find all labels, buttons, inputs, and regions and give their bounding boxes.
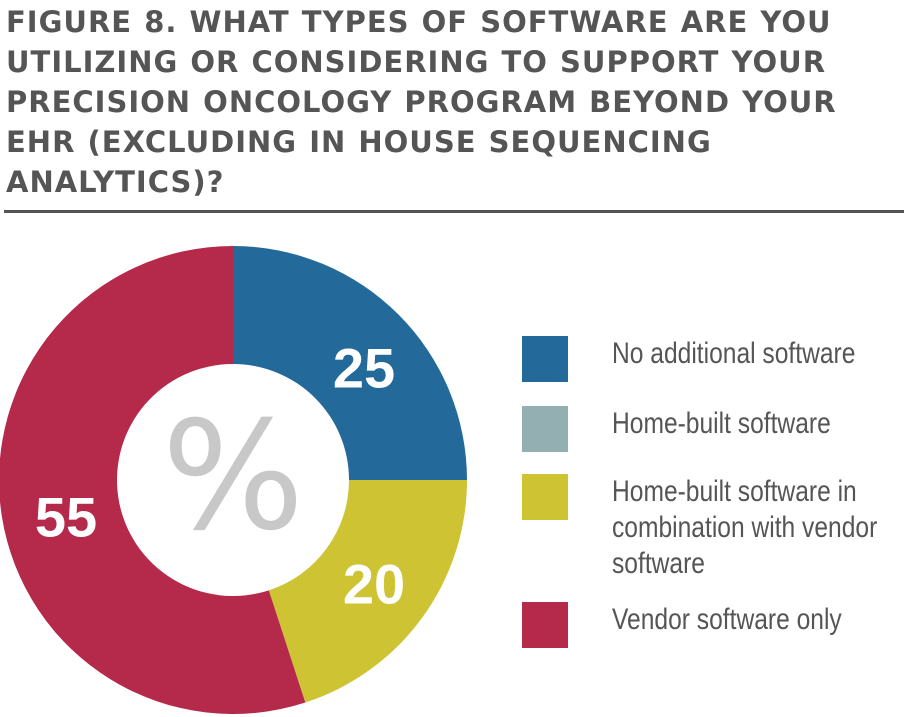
slice-home-built-with-vendor bbox=[268, 480, 467, 703]
data-label-home-built-with-vendor: 20 bbox=[343, 553, 405, 616]
legend-item-home-built-software: Home-built software bbox=[522, 406, 916, 452]
legend-item-home-built-with-vendor: Home-built software in combination with … bbox=[522, 474, 916, 582]
donut-slices bbox=[0, 246, 467, 714]
legend-swatch bbox=[522, 406, 568, 452]
legend-item-no-additional-software: No additional software bbox=[522, 336, 916, 382]
legend-label: No additional software bbox=[612, 337, 856, 370]
legend-label: Home-built software bbox=[612, 407, 831, 440]
legend-item-vendor-software-only: Vendor software only bbox=[522, 602, 916, 648]
data-label-no-additional-software: 25 bbox=[333, 337, 395, 400]
slice-labels: 25 20 55 bbox=[35, 337, 405, 616]
legend-swatch bbox=[522, 474, 568, 520]
chart-title: FIGURE 8. WHAT TYPES OF SOFTWARE ARE YOU… bbox=[6, 5, 837, 199]
slice-vendor-software-only bbox=[0, 246, 306, 714]
legend-swatch bbox=[522, 602, 568, 648]
slice-no-additional-software bbox=[233, 246, 467, 480]
donut-chart: 25 20 55 % bbox=[0, 246, 467, 714]
legend-label: Home-built software in combination with … bbox=[612, 475, 878, 580]
title-divider bbox=[4, 210, 904, 213]
legend-label: Vendor software only bbox=[612, 603, 842, 636]
legend-swatch bbox=[522, 336, 568, 382]
percent-symbol: % bbox=[162, 390, 305, 564]
data-label-vendor-software-only: 55 bbox=[35, 486, 97, 549]
